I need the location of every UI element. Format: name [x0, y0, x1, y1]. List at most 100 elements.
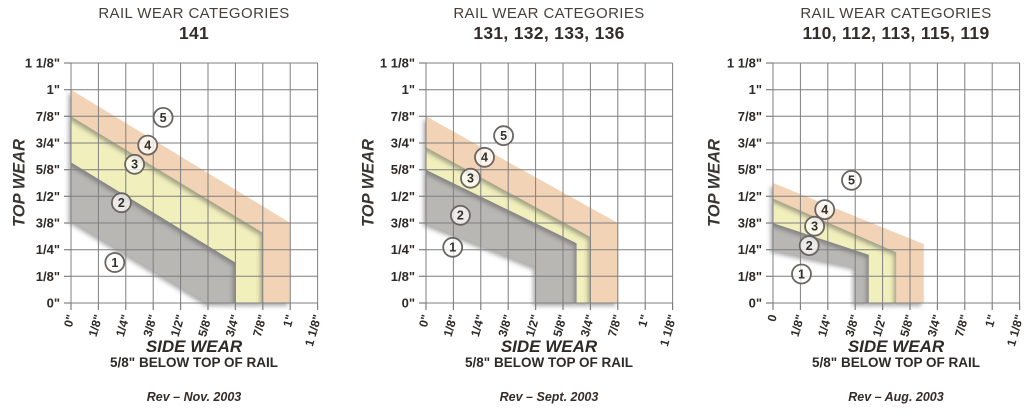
y-tick-label: 1"	[402, 82, 415, 97]
y-tick-label: 0"	[402, 296, 415, 311]
y-tick-label: 7/8"	[738, 109, 762, 124]
plot-area: 1 1/8" 0" 1" 1/8" 7/8" 1/4" 3/4" 3/8" 5/8" 1/2" 1/…	[380, 56, 680, 348]
category-marker-number: 3	[467, 172, 474, 186]
x-tick-label: 1/2"	[523, 313, 543, 338]
category-2-limit-band	[773, 223, 869, 303]
category-marker-circle	[804, 215, 825, 237]
y-tick-label: 0"	[749, 296, 762, 311]
category-marker-number: 3	[131, 158, 138, 172]
y-tick-label: 3/4"	[738, 136, 762, 151]
y-tick-label: 1/8"	[36, 269, 60, 284]
y-tick-label: 0"	[47, 296, 60, 311]
y-tick-label: 1 1/8"	[25, 56, 60, 71]
category-marker-circle	[137, 134, 159, 156]
category-marker-number: 5	[500, 129, 507, 143]
chart-title: RAIL WEAR CATEGORIES	[800, 5, 992, 22]
y-tick-label: 3/8"	[391, 216, 415, 231]
category-marker-number: 3	[811, 220, 818, 234]
y-tick-label: 1/8"	[391, 269, 415, 284]
x-tick-label: 3/8"	[842, 313, 862, 338]
category-marker-circle	[111, 192, 132, 214]
category-marker-number: 2	[118, 196, 125, 210]
x-tick-label: 1/8"	[86, 313, 106, 338]
x-axis-sublabel: 5/8" BELOW TOP OF RAIL	[110, 355, 278, 370]
y-tick-label: 1/2"	[36, 189, 60, 204]
plot-area: 1 1/8" 0" 1" 1/8" 7/8" 1/4" 3/4" 3/8" 5/8" 1/2" 1/…	[25, 56, 325, 348]
x-tick-label: 1/4"	[468, 313, 488, 338]
y-tick-label: 3/8"	[36, 216, 60, 231]
y-tick-label: 3/4"	[36, 136, 60, 151]
category-marker-number: 2	[457, 209, 464, 223]
category-marker-number: 1	[449, 241, 456, 255]
x-tick-label: 1"	[635, 313, 652, 329]
category-marker-number: 1	[111, 256, 118, 270]
x-axis-sublabel: 5/8" BELOW TOP OF RAIL	[812, 355, 980, 370]
chart-subtitle: 110, 112, 113, 115, 119	[802, 23, 990, 43]
category-marker-circle	[152, 107, 174, 128]
y-tick-label: 1"	[749, 82, 762, 97]
category-4-limit-band	[426, 116, 618, 303]
chart-110-112-113-115-119: RAIL WEAR CATEGORIES 110, 112, 113, 115,…	[683, 0, 1024, 419]
x-axis-sublabel: 5/8" BELOW TOP OF RAIL	[465, 355, 633, 370]
y-tick-label: 1"	[47, 82, 60, 97]
category-marker-circle	[450, 204, 471, 226]
y-tick-label: 1/2"	[391, 189, 415, 204]
x-tick-label: 0"	[416, 313, 433, 329]
chart-141: RAIL WEAR CATEGORIES 141 TOP WEAR 1 1/8"…	[0, 0, 341, 419]
y-tick-label: 7/8"	[36, 109, 60, 124]
x-tick-label: 1/4"	[815, 313, 835, 338]
y-tick-label: 1/4"	[391, 242, 415, 257]
revision-date: Rev – Aug. 2003	[848, 390, 944, 404]
category-marker-number: 2	[806, 239, 813, 253]
revision-date: Rev – Nov. 2003	[146, 390, 242, 404]
chart-title: RAIL WEAR CATEGORIES	[453, 5, 645, 22]
x-tick-label: 7/8"	[952, 313, 972, 338]
category-2-limit-band	[426, 169, 577, 303]
category-4-limit-band	[773, 183, 924, 303]
x-tick-label: 3/4"	[578, 313, 598, 338]
chart-title: RAIL WEAR CATEGORIES	[98, 5, 290, 22]
x-tick-label: 3/8"	[140, 313, 160, 338]
category-3-limit-band	[71, 116, 263, 303]
category-marker-number: 1	[798, 267, 805, 281]
y-tick-label: 5/8"	[36, 162, 60, 177]
x-tick-label: 1/4"	[113, 313, 133, 338]
y-tick-label: 5/8"	[738, 162, 762, 177]
y-tick-label: 1/2"	[738, 189, 762, 204]
chart-subtitle: 141	[178, 23, 210, 43]
category-marker-number: 5	[160, 111, 167, 125]
y-tick-label: 5/8"	[391, 162, 415, 177]
category-marker-circle	[460, 167, 481, 189]
x-tick-label: 1"	[982, 313, 999, 329]
x-tick-label: 3/4"	[925, 313, 945, 338]
x-tick-label: 0	[765, 313, 780, 324]
category-3-limit-band	[773, 198, 897, 303]
category-marker-number: 4	[481, 151, 488, 165]
y-tick-label: 1/4"	[738, 242, 762, 257]
category-marker-circle	[124, 153, 145, 175]
x-axis-label: SIDE WEAR	[145, 337, 243, 356]
y-tick-label: 3/8"	[738, 216, 762, 231]
category-marker-circle	[442, 236, 464, 258]
x-axis-label: SIDE WEAR	[847, 337, 945, 356]
category-marker-circle	[493, 125, 514, 147]
category-marker-number: 4	[144, 139, 151, 153]
plot-area: 1 1/8" 0 1" 1/8" 7/8" 1/4" 3/4" 3/8" 5/8" 1/2" 1/2…	[727, 56, 1024, 348]
x-tick-label: 1/8"	[788, 313, 808, 338]
category-marker-circle	[791, 263, 812, 285]
y-axis-label: TOP WEAR	[359, 138, 378, 228]
x-tick-label: 1/8"	[441, 313, 461, 338]
x-tick-label: 3/8"	[495, 313, 515, 338]
x-tick-label: 7/8"	[250, 313, 270, 338]
y-tick-label: 1 1/8"	[380, 56, 415, 71]
y-tick-label: 1/8"	[738, 269, 762, 284]
x-tick-label: 5/8"	[195, 313, 215, 338]
x-axis-label: SIDE WEAR	[500, 337, 598, 356]
x-tick-label: 1/2"	[168, 313, 188, 338]
category-marker-circle	[798, 235, 820, 257]
x-tick-label: 7/8"	[605, 313, 625, 338]
y-axis-label: TOP WEAR	[10, 138, 29, 228]
y-tick-label: 1/4"	[36, 242, 60, 257]
category-marker-number: 5	[848, 174, 855, 188]
